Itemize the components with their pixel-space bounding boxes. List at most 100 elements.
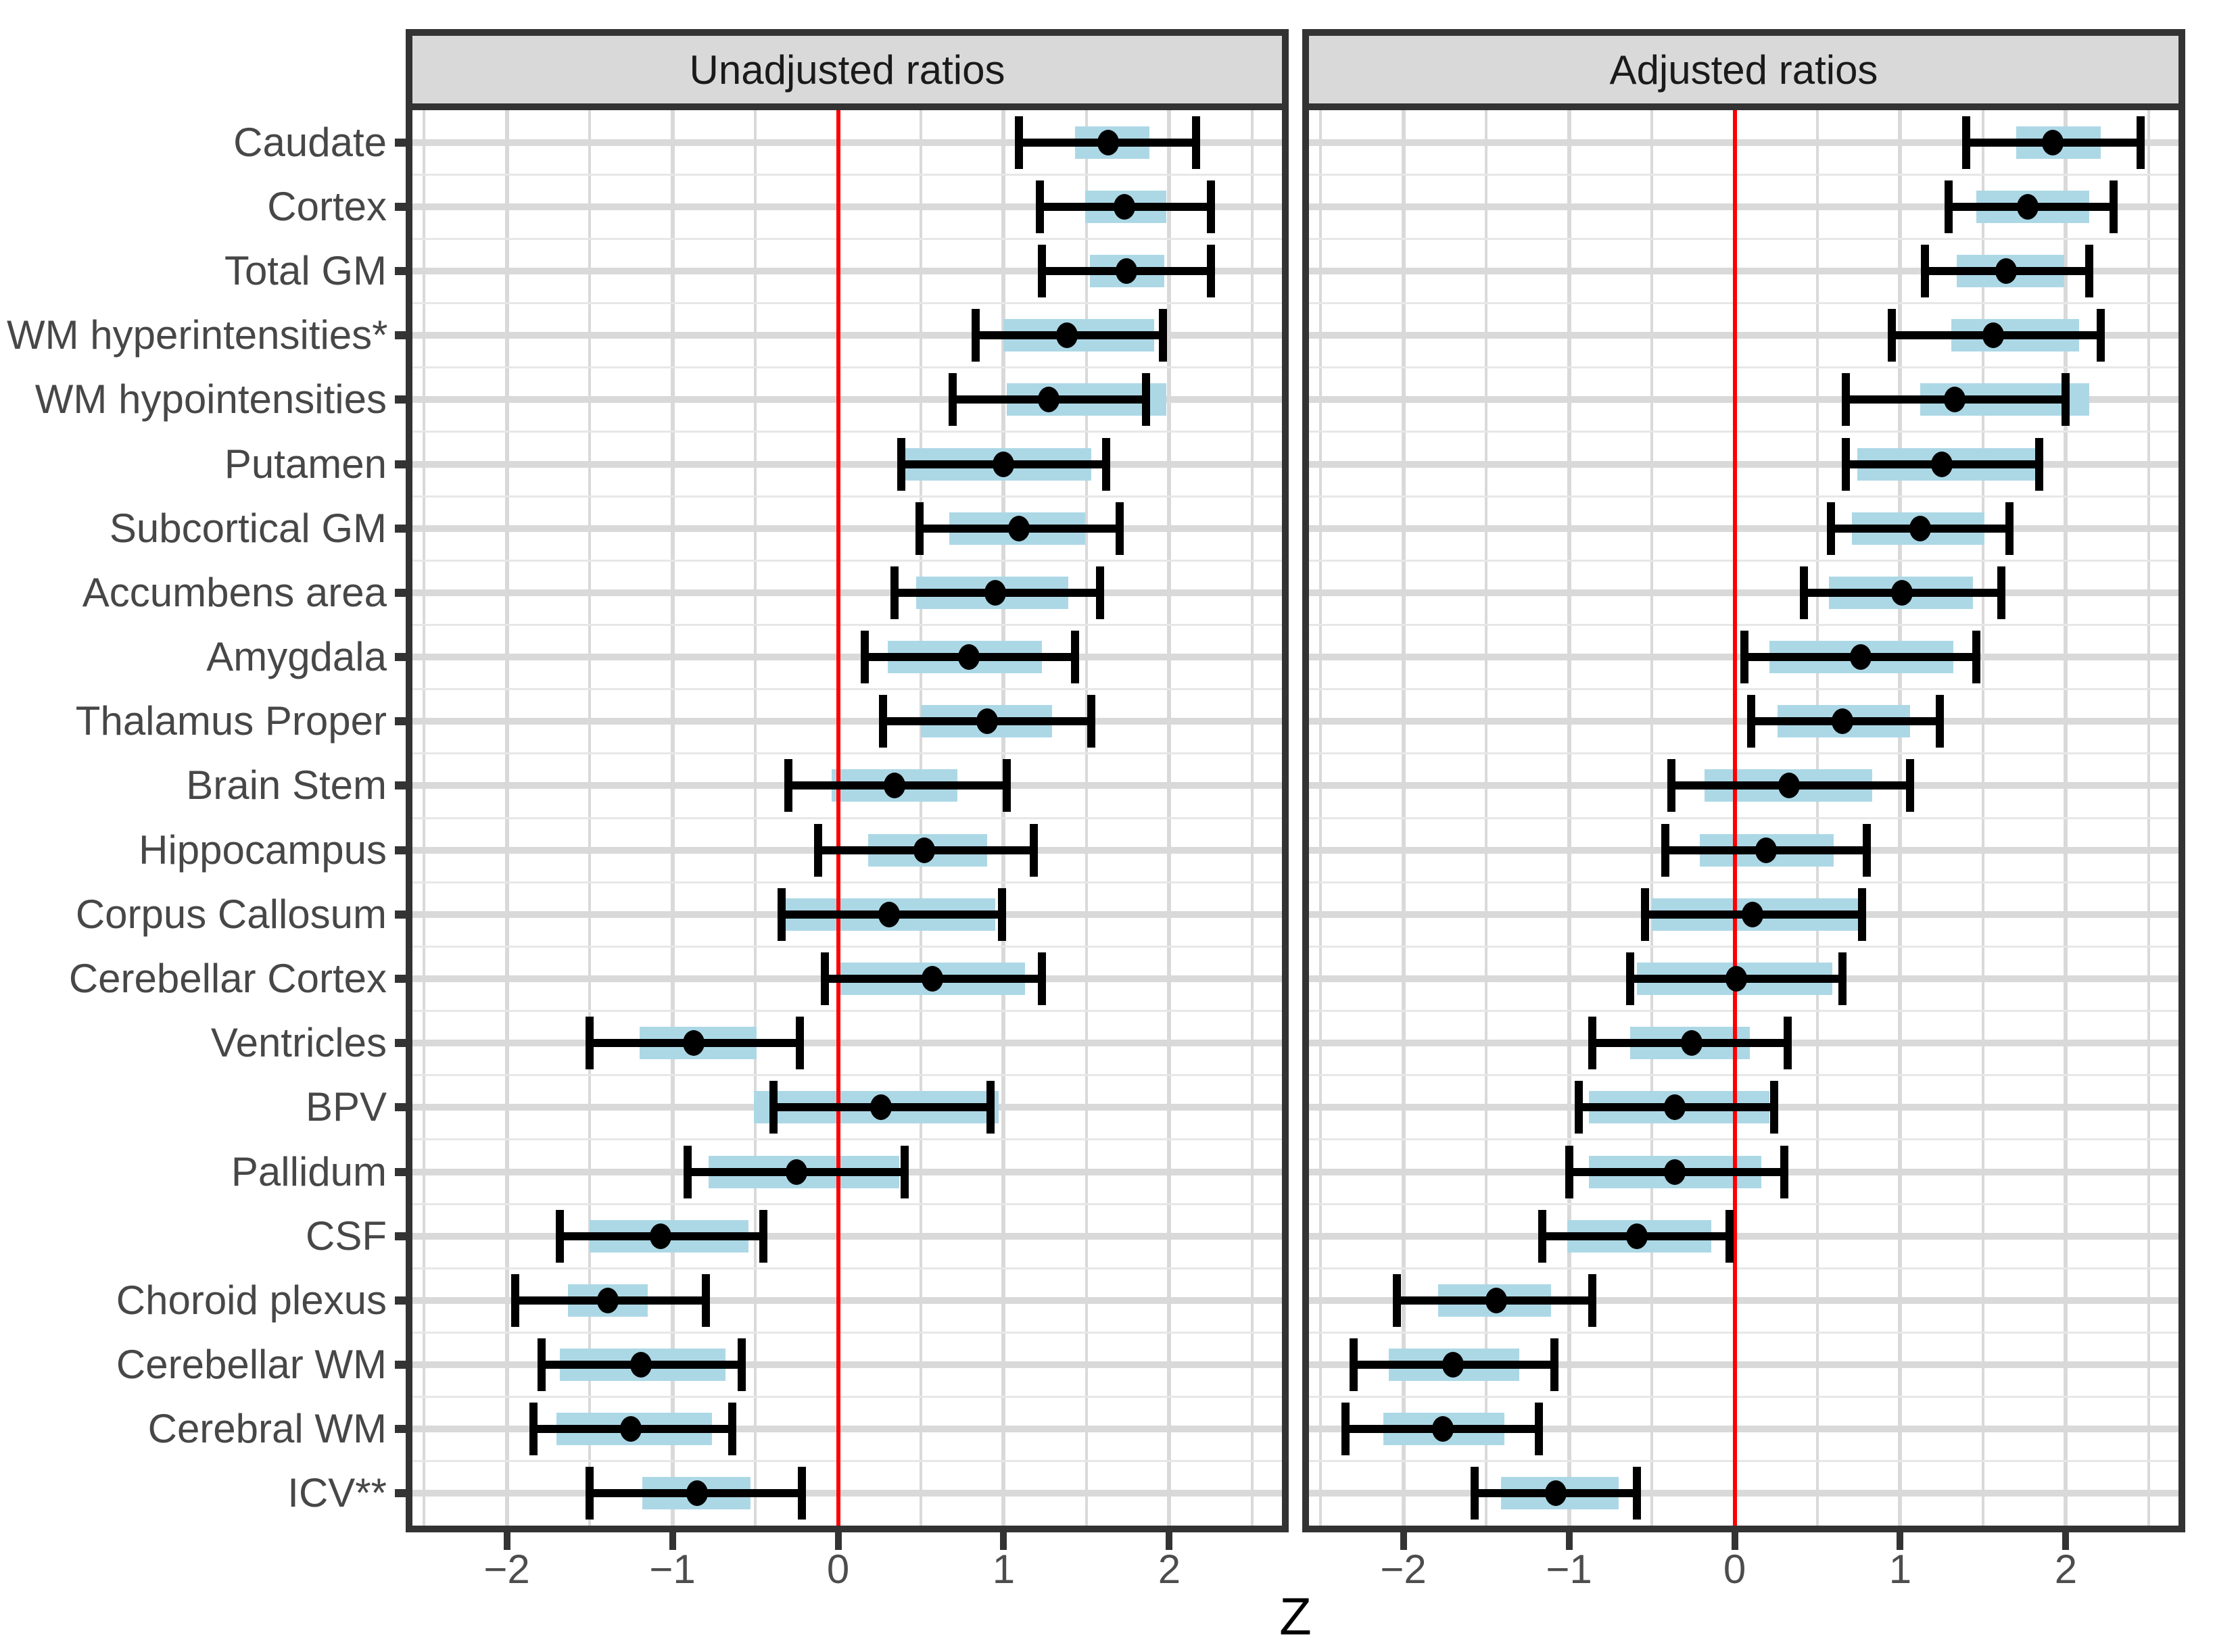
point-estimate-dot <box>1982 322 2004 349</box>
errorbar-cap <box>2096 309 2105 362</box>
facet-title-unadjusted: Unadjusted ratios <box>689 47 1005 93</box>
errorbar-cap <box>1783 1017 1792 1070</box>
errorbar-cap <box>1550 1338 1558 1392</box>
facet-title-adjusted: Adjusted ratios <box>1609 47 1878 93</box>
errorbar-cap <box>860 631 869 684</box>
x-axis-tick <box>669 1532 676 1550</box>
y-gridline-minor <box>1309 237 2178 240</box>
point-estimate-dot <box>1114 193 1136 220</box>
errorbar-cap <box>1921 244 1930 297</box>
errorbar-cap <box>1095 566 1104 619</box>
errorbar-cap <box>784 759 793 812</box>
point-estimate-dot <box>1097 129 1119 155</box>
errorbar-cap <box>1037 244 1046 297</box>
y-gridline-major <box>1309 718 2178 725</box>
errorbar-cap <box>897 437 905 491</box>
errorbar-cap <box>556 1209 564 1263</box>
y-gridline-major <box>412 718 1282 725</box>
point-estimate-dot <box>913 837 935 863</box>
point-estimate-dot <box>1007 515 1030 541</box>
y-gridline-minor <box>1309 495 2178 497</box>
point-estimate-dot <box>786 1159 808 1185</box>
point-estimate-dot <box>1725 965 1747 992</box>
errorbar-cap <box>1102 437 1111 491</box>
errorbar-cap <box>1037 952 1046 1005</box>
point-estimate-dot <box>1778 773 1801 799</box>
y-axis-category-label: Total GM <box>224 247 387 293</box>
y-axis-category-label: Thalamus Proper <box>75 698 387 744</box>
errorbar-cap <box>1115 502 1124 555</box>
errorbar-cap <box>1944 180 1953 233</box>
errorbar-cap <box>1863 823 1872 877</box>
facet-strip-unadjusted: Unadjusted ratios <box>406 29 1289 110</box>
y-gridline-major <box>1309 1361 2178 1369</box>
y-gridline-major <box>412 654 1282 661</box>
y-gridline-minor <box>412 1074 1282 1077</box>
y-gridline-minor <box>412 881 1282 883</box>
y-gridline-minor <box>1309 366 2178 369</box>
point-estimate-dot <box>958 644 980 671</box>
errorbar-cap <box>1838 952 1847 1005</box>
point-estimate-dot <box>630 1352 652 1378</box>
plot-area-unadjusted <box>412 110 1282 1526</box>
y-gridline-major <box>412 332 1282 339</box>
y-gridline-minor <box>1309 1010 2178 1013</box>
point-estimate-dot <box>1037 387 1059 413</box>
point-estimate-dot <box>1742 901 1764 927</box>
y-gridline-major <box>412 139 1282 146</box>
errorbar-cap <box>1780 1145 1788 1198</box>
point-estimate-dot <box>878 901 901 927</box>
plot-area-adjusted <box>1309 110 2178 1526</box>
y-axis-category-label: CSF <box>306 1213 387 1259</box>
y-gridline-major <box>412 1426 1282 1433</box>
errorbar-cap <box>1191 116 1200 169</box>
point-estimate-dot <box>1755 837 1778 863</box>
y-gridline-minor <box>1309 431 2178 433</box>
y-gridline-minor <box>1309 817 2178 819</box>
point-estimate-dot <box>1944 387 1966 413</box>
x-axis-tick-label: 0 <box>1723 1547 1746 1592</box>
errorbar-cap <box>1565 1145 1573 1198</box>
errorbar-cap <box>1800 566 1809 619</box>
point-estimate-dot <box>984 579 1007 606</box>
y-gridline-major <box>1309 1490 2178 1497</box>
y-gridline-minor <box>412 1331 1282 1334</box>
y-axis-category-label: Pallidum <box>231 1148 387 1194</box>
y-gridline-minor <box>412 688 1282 691</box>
y-gridline-minor <box>1309 1460 2178 1463</box>
y-gridline-major <box>1309 332 2178 339</box>
x-axis-title: Z <box>1279 1586 1312 1646</box>
point-estimate-dot <box>1664 1094 1686 1121</box>
point-estimate-dot <box>683 1030 705 1056</box>
errorbar-cap <box>1841 373 1850 427</box>
point-estimate-dot <box>1995 258 2018 284</box>
point-estimate-dot <box>1055 322 1078 349</box>
point-estimate-dot <box>650 1223 672 1249</box>
errorbar-cap <box>796 1017 805 1070</box>
y-gridline-major <box>1309 589 2178 596</box>
y-axis-category-label: Ventricles <box>210 1020 387 1066</box>
x-axis-tick-label: 0 <box>826 1547 850 1592</box>
point-estimate-dot <box>620 1416 642 1442</box>
errorbar-cap <box>1003 759 1011 812</box>
point-estimate-dot <box>1930 451 1953 477</box>
y-gridline-minor <box>1309 1138 2178 1141</box>
y-gridline-minor <box>1309 1074 2178 1077</box>
facet-strip-adjusted: Adjusted ratios <box>1302 29 2185 110</box>
y-axis-category-label: Cortex <box>267 183 387 229</box>
y-gridline-major <box>1309 525 2178 532</box>
zero-reference-line <box>1732 110 1737 1526</box>
y-gridline-minor <box>412 1267 1282 1269</box>
point-estimate-dot <box>1664 1159 1686 1185</box>
errorbar-cap <box>538 1338 546 1392</box>
y-axis-category-label: WM hyperintensities* <box>7 312 388 358</box>
point-estimate-dot <box>1909 515 1931 541</box>
errorbar-cap <box>586 1017 594 1070</box>
y-gridline-minor <box>412 945 1282 948</box>
y-gridline-minor <box>412 1202 1282 1205</box>
errorbar-cap <box>1588 1273 1596 1327</box>
errorbar-cap <box>1841 437 1850 491</box>
y-axis-category-label: Corpus Callosum <box>75 891 387 937</box>
errorbar-cap <box>1087 695 1096 748</box>
